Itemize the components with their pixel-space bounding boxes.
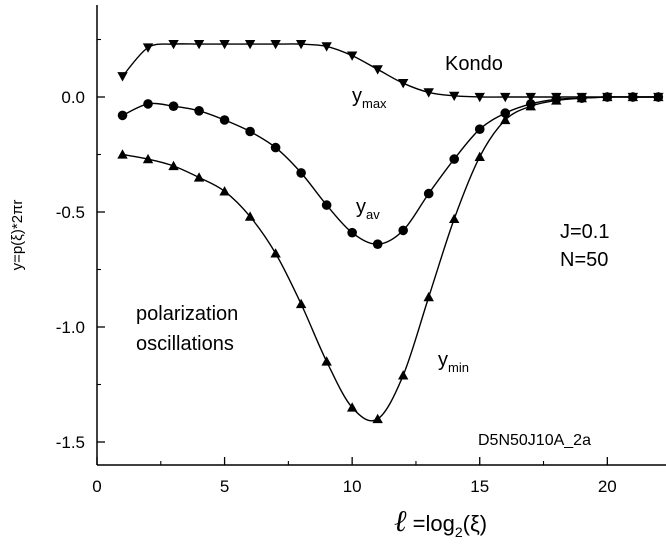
- data-point-triangle-up: [551, 95, 562, 105]
- xlabel-sub: 2: [455, 524, 463, 540]
- data-point-circle: [449, 154, 460, 164]
- xlabel-prefix: ℓ: [394, 504, 407, 539]
- x-tick-label: 0: [92, 477, 101, 496]
- data-point-circle: [321, 200, 332, 210]
- annotation-ymin: ymin: [438, 349, 469, 375]
- data-point-circle: [143, 99, 153, 109]
- y-axis-label: y=p(ξ)*2πr: [9, 200, 26, 271]
- data-point-triangle-down: [423, 88, 434, 98]
- data-point-triangle-up: [602, 91, 613, 102]
- annotation-ymax: ymax: [352, 85, 387, 111]
- data-point-circle: [194, 106, 204, 116]
- yav-base: y: [356, 196, 366, 218]
- data-point-triangle-down: [142, 43, 154, 53]
- x-tick-label: 5: [220, 477, 229, 496]
- data-point-triangle-up: [219, 186, 230, 196]
- data-point-triangle-up: [474, 151, 485, 161]
- y-tick-label: -1.5: [56, 433, 85, 452]
- x-tick-label: 10: [343, 477, 362, 496]
- data-point-circle: [270, 142, 281, 153]
- data-point-triangle-up: [372, 413, 383, 424]
- data-point-triangle-down: [295, 39, 307, 50]
- data-point-triangle-up: [295, 298, 307, 309]
- data-point-triangle-down: [397, 79, 409, 89]
- ymin-base: y: [438, 349, 448, 371]
- data-point-triangle-down: [219, 39, 230, 50]
- data-point-triangle-down: [346, 51, 358, 61]
- data-point-triangle-up: [397, 370, 409, 380]
- series-markers: [117, 39, 664, 424]
- data-point-triangle-down: [244, 39, 256, 50]
- data-point-triangle-down: [474, 92, 485, 103]
- data-point-circle: [398, 225, 408, 236]
- data-point-triangle-down: [168, 39, 179, 50]
- data-point-triangle-up: [423, 291, 434, 302]
- annotation-n: N=50: [560, 249, 608, 271]
- ymax-base: y: [352, 85, 362, 107]
- data-point-triangle-up: [449, 213, 460, 224]
- data-point-triangle-up: [576, 92, 587, 103]
- annotation-kondo: Kondo: [445, 53, 503, 75]
- ticks: 0 5 10 15 20 0.0 -0.5 -1.0 -1.5: [56, 38, 617, 496]
- annotation-j: J=0.1: [560, 221, 609, 243]
- data-point-circle: [347, 227, 357, 238]
- data-point-triangle-down: [321, 42, 332, 52]
- data-point-triangle-up: [270, 248, 281, 258]
- series-line-triangle-down: [121, 43, 659, 98]
- series-curves: [121, 43, 659, 422]
- data-point-triangle-down: [372, 65, 383, 75]
- y-tick-label: 0.0: [61, 88, 85, 107]
- xlabel-suffix: (ξ): [463, 511, 488, 536]
- data-point-triangle-down: [500, 92, 511, 103]
- data-point-circle: [500, 108, 511, 118]
- yav-sub: av: [366, 207, 380, 222]
- x-tick-label: 20: [598, 477, 617, 496]
- y-tick-label: -1.0: [56, 318, 85, 337]
- annotation-oscillations: oscillations: [136, 333, 234, 355]
- data-point-circle: [245, 126, 255, 137]
- data-point-triangle-up: [168, 160, 179, 171]
- data-point-triangle-up: [627, 91, 639, 102]
- ymax-sub: max: [362, 96, 387, 111]
- ymin-sub: min: [448, 360, 469, 375]
- y-tick-label: -0.5: [56, 203, 85, 222]
- data-point-circle: [296, 168, 306, 178]
- data-point-triangle-down: [270, 39, 281, 50]
- data-point-triangle-down: [117, 72, 128, 82]
- x-tick-label: 15: [470, 477, 489, 496]
- annotation-yav: yav: [356, 196, 380, 222]
- data-point-triangle-up: [653, 91, 664, 102]
- data-point-circle: [423, 188, 434, 199]
- data-point-triangle-up: [525, 101, 536, 111]
- data-point-circle: [372, 239, 383, 249]
- data-point-triangle-up: [142, 153, 154, 164]
- xlabel-main: =log: [407, 511, 455, 536]
- axes: [96, 5, 666, 466]
- code-label: D5N50J10A_2a: [478, 432, 591, 449]
- series-line-triangle-up: [122, 96, 659, 422]
- data-point-circle: [117, 110, 128, 121]
- data-point-triangle-up: [193, 172, 205, 182]
- data-point-triangle-up: [346, 402, 358, 412]
- data-point-triangle-down: [449, 91, 460, 102]
- data-point-triangle-down: [193, 39, 205, 50]
- data-point-circle: [474, 124, 485, 134]
- annotation-polarization: polarization: [136, 303, 238, 325]
- data-point-circle: [219, 115, 230, 125]
- data-point-triangle-up: [244, 211, 256, 221]
- data-point-triangle-up: [117, 149, 128, 159]
- data-point-triangle-up: [500, 114, 511, 125]
- x-axis-label: ℓ =log2(ξ): [394, 504, 487, 540]
- data-point-triangle-up: [321, 356, 332, 366]
- data-point-triangle-down: [525, 92, 536, 103]
- data-point-circle: [168, 101, 179, 111]
